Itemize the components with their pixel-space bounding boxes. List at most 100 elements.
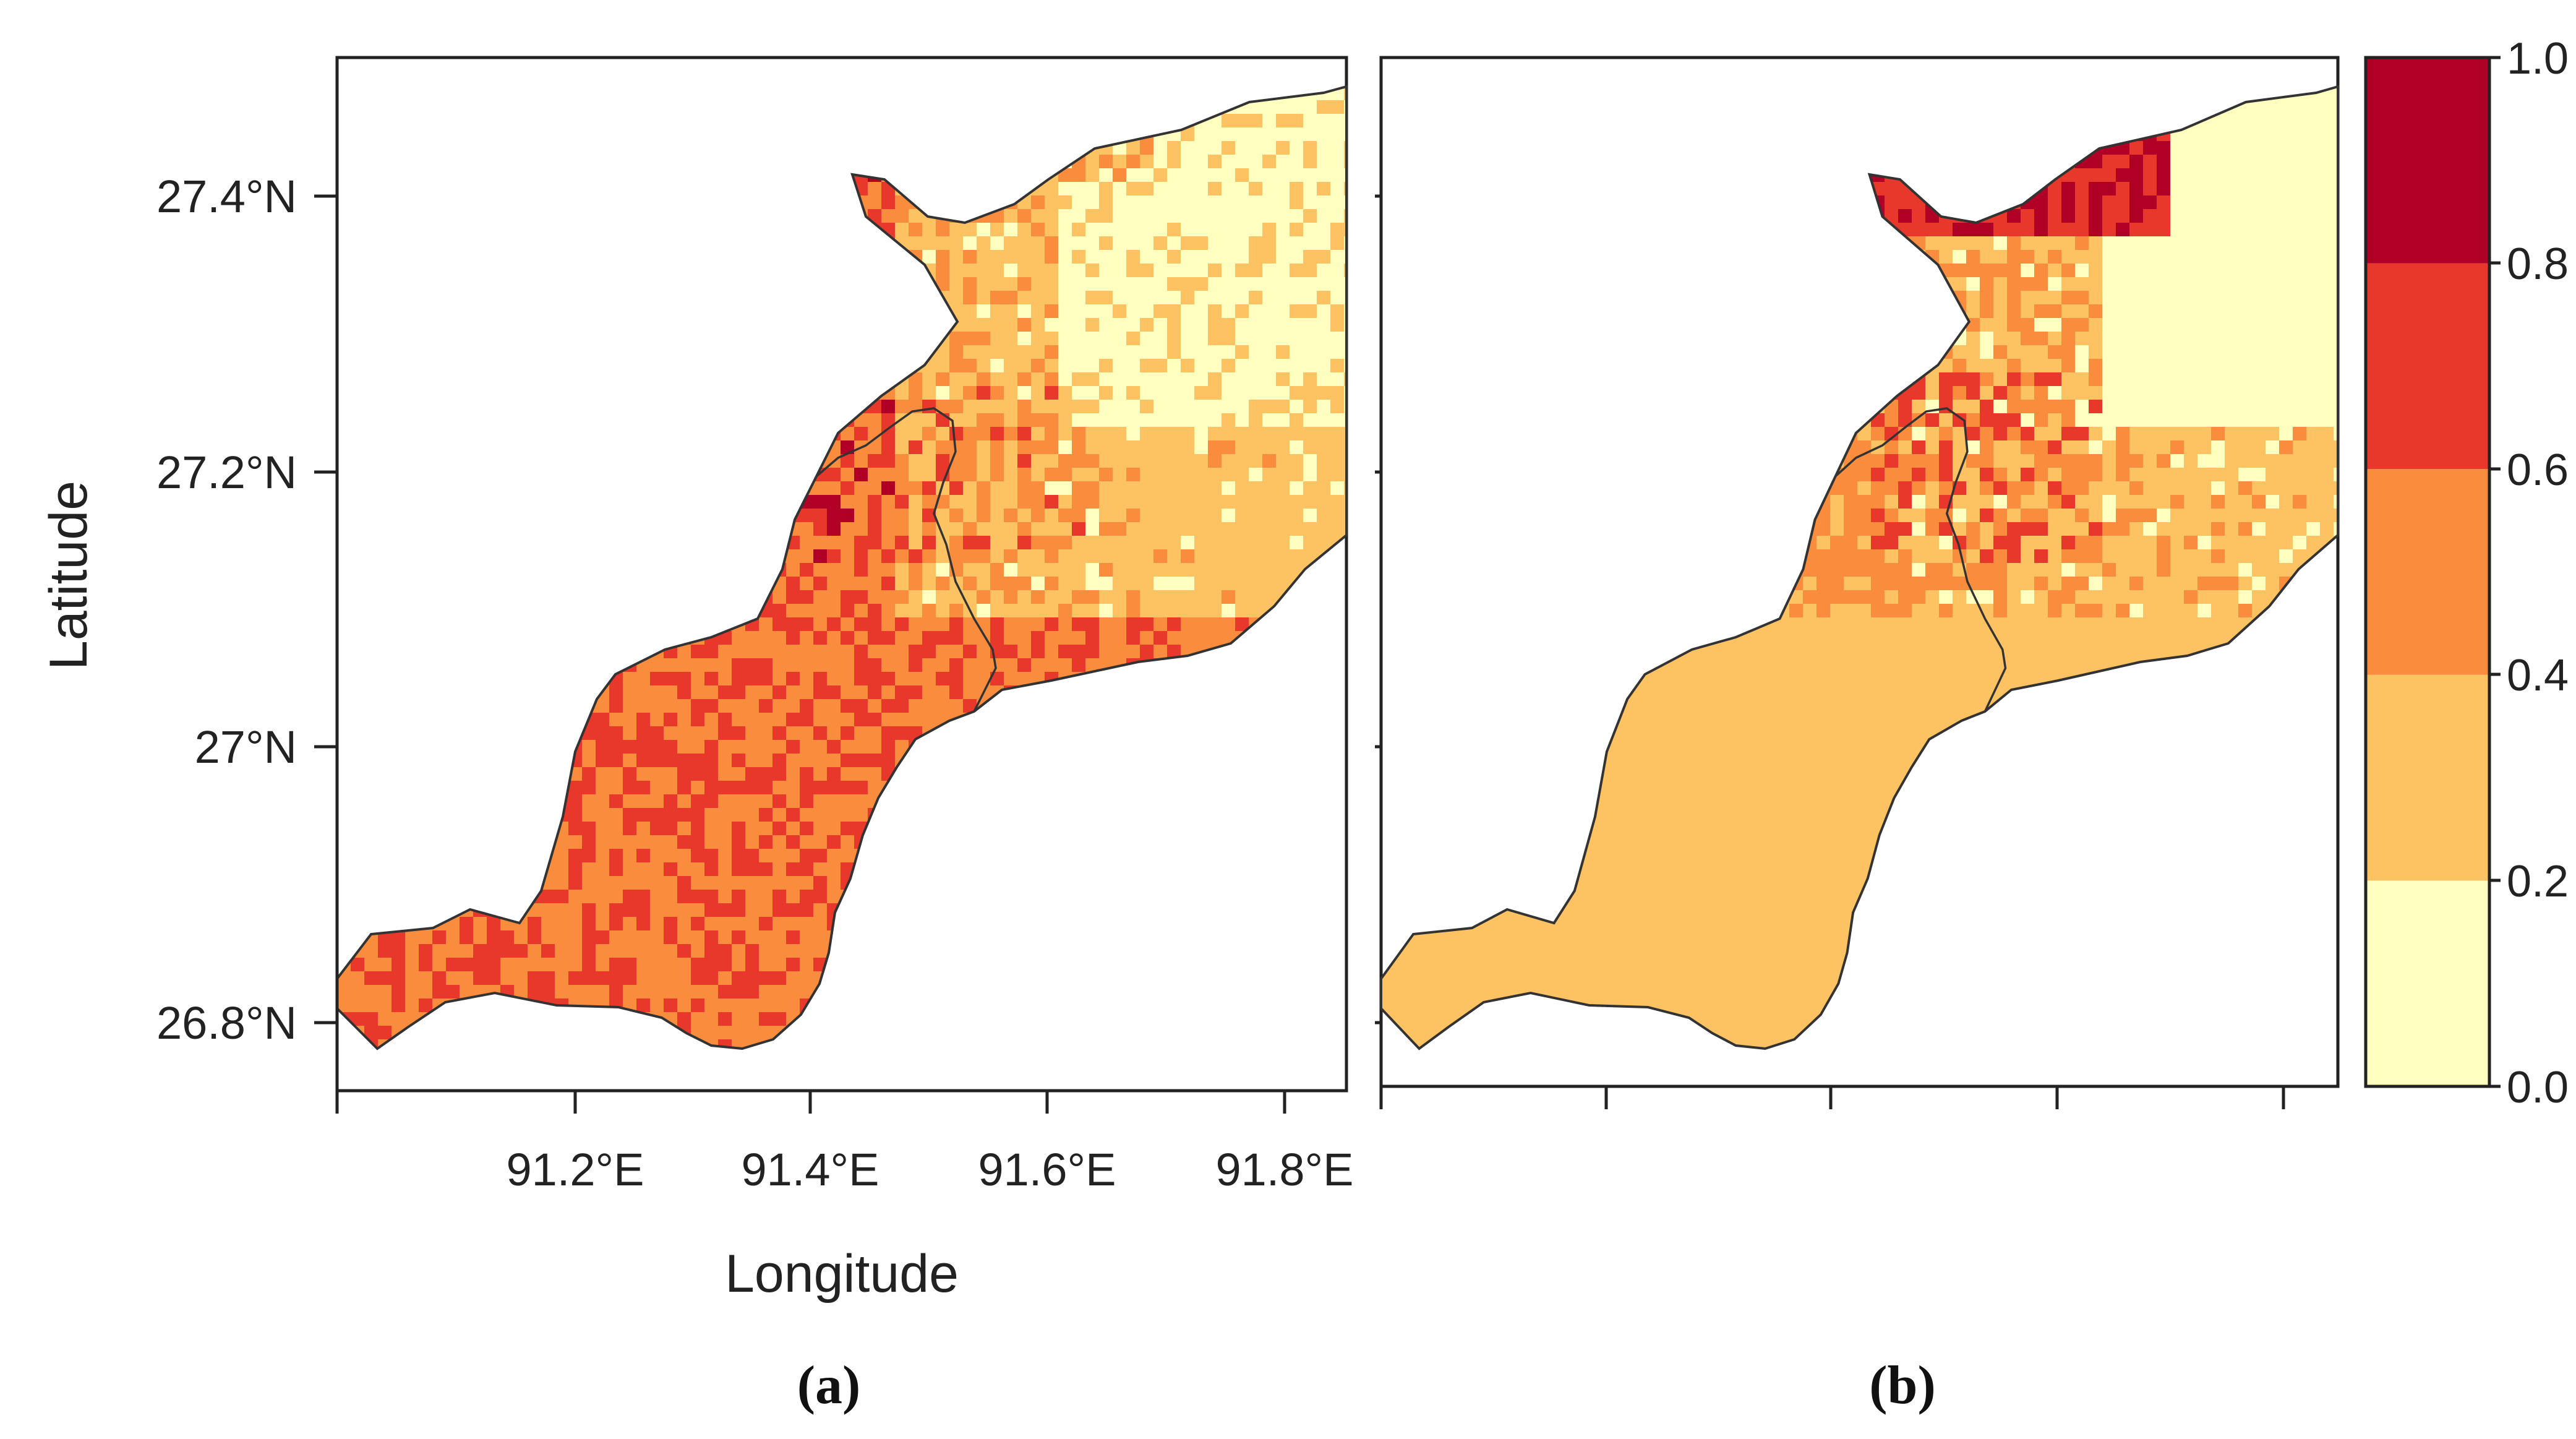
raster-cell — [704, 699, 719, 713]
raster-cell — [1181, 413, 1195, 427]
raster-cell — [1222, 345, 1236, 359]
raster-cell — [732, 658, 746, 672]
raster-cell — [1167, 195, 1181, 210]
raster-cell — [990, 617, 1004, 632]
raster-cell — [1031, 223, 1045, 237]
raster-cell — [895, 590, 909, 604]
raster-cell — [677, 944, 691, 958]
raster-cell — [936, 223, 950, 237]
raster-cell — [745, 726, 760, 741]
raster-cell — [1099, 590, 1113, 604]
raster-cell — [1222, 400, 1236, 414]
raster-cell — [1290, 223, 1304, 237]
raster-cell — [1099, 604, 1113, 618]
raster-cell — [786, 767, 800, 781]
raster-cell — [1045, 481, 1059, 496]
raster-cell — [977, 345, 991, 359]
raster-cell — [691, 658, 705, 672]
raster-cell — [704, 849, 719, 863]
raster-cell — [1290, 386, 1304, 400]
raster-cell — [568, 862, 583, 877]
raster-cell — [963, 332, 977, 346]
raster-cell — [949, 386, 964, 400]
raster-cell — [813, 590, 828, 604]
raster-cell — [704, 862, 719, 877]
raster-cell — [922, 604, 936, 618]
raster-cell — [718, 808, 732, 822]
raster-cell — [772, 930, 787, 945]
raster-cell — [936, 577, 950, 591]
raster-cell — [378, 971, 392, 986]
raster-cell — [922, 590, 936, 604]
raster-cell — [650, 862, 664, 877]
raster-cell — [1045, 413, 1059, 427]
raster-cell — [922, 440, 936, 455]
raster-cell — [1317, 372, 1331, 387]
raster-cell — [1222, 549, 1236, 564]
raster-cell — [990, 277, 1004, 291]
raster-cell — [854, 468, 868, 482]
raster-cell — [1330, 454, 1345, 468]
raster-cell — [1058, 468, 1072, 482]
raster-cell — [1113, 359, 1127, 373]
raster-cell — [1303, 100, 1317, 114]
raster-cell — [1072, 318, 1086, 332]
raster-cell — [732, 781, 746, 795]
raster-cell — [963, 318, 977, 332]
raster-cell — [1140, 495, 1154, 509]
raster-cell — [786, 835, 800, 849]
raster-cell — [378, 985, 392, 999]
raster-cell — [881, 754, 896, 768]
raster-cell — [1303, 209, 1317, 223]
raster-cell — [1194, 413, 1209, 427]
raster-cell — [704, 944, 719, 958]
raster-cell — [745, 645, 760, 659]
raster-cell — [936, 264, 950, 278]
raster-cell — [609, 740, 623, 754]
raster-cell — [936, 699, 950, 713]
raster-cell — [1126, 509, 1140, 523]
raster-cell — [473, 917, 487, 931]
raster-cell — [1194, 563, 1209, 577]
raster-cell — [1208, 427, 1222, 441]
raster-cell — [1276, 549, 1290, 564]
raster-cell — [895, 672, 909, 686]
raster-cell — [1290, 359, 1304, 373]
raster-cell — [1140, 155, 1154, 169]
raster-cell — [1222, 577, 1236, 591]
raster-cell — [582, 835, 596, 849]
raster-cell — [664, 754, 678, 768]
raster-cell — [990, 672, 1004, 686]
raster-cell — [1058, 563, 1072, 577]
raster-cell — [949, 685, 964, 700]
panel-a — [335, 56, 1348, 1093]
raster-cell — [936, 427, 950, 441]
raster-cell — [1222, 440, 1236, 455]
raster-cell — [1153, 304, 1168, 319]
raster-cell — [800, 930, 814, 945]
raster-cell — [895, 617, 909, 632]
raster-cell — [854, 427, 868, 441]
raster-cell — [1126, 427, 1140, 441]
raster-cell — [1317, 318, 1331, 332]
raster-cell — [1194, 617, 1209, 632]
raster-cell — [405, 958, 419, 972]
raster-cell — [759, 794, 773, 809]
raster-cell — [759, 726, 773, 741]
raster-cell — [704, 971, 719, 986]
raster-cell — [1167, 209, 1181, 223]
raster-cell — [1085, 590, 1100, 604]
raster-cell — [759, 713, 773, 727]
raster-cell — [786, 631, 800, 645]
raster-cell — [1181, 250, 1195, 264]
raster-cell — [704, 917, 719, 931]
raster-cell — [460, 944, 474, 958]
raster-cell — [1330, 100, 1345, 114]
raster-cell — [909, 672, 923, 686]
raster-cell — [1330, 141, 1345, 155]
raster-cell — [868, 549, 882, 564]
raster-cell — [623, 849, 637, 863]
raster-cell — [813, 740, 828, 754]
raster-cell — [1045, 264, 1059, 278]
raster-cell — [827, 890, 841, 904]
